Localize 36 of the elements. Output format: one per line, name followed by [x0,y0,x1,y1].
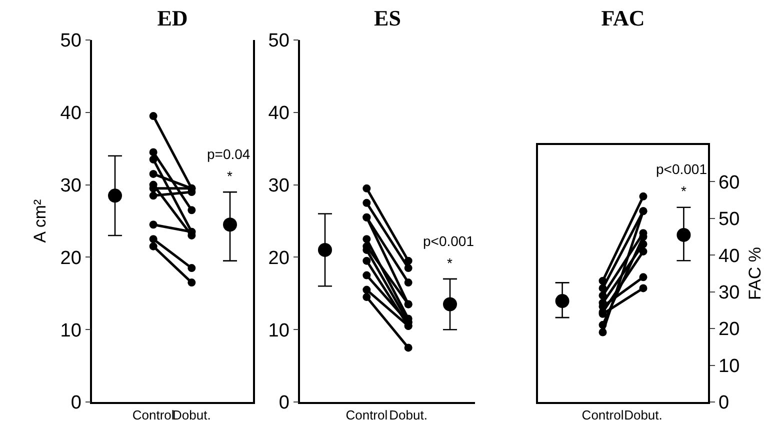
x-tick-label: Control [132,407,174,422]
chart-title: ED [157,6,188,31]
y2-tick-label: 60 [718,172,740,194]
y-axis-title: A cm² [30,198,50,243]
annotation: * [227,168,233,184]
chart-title: FAC [601,6,645,31]
y2-tick-label: 20 [718,319,740,340]
y-tick-label: 10 [60,320,82,342]
y-tick-label: 0 [70,392,82,414]
annotation: p<0.001 [656,161,708,177]
annotation: * [447,255,453,271]
y-tick-label: 50 [268,30,290,52]
annotation: * [681,183,687,199]
x-tick-label: Dobut. [624,407,662,422]
x-tick-label: Control [582,407,624,422]
y2-axis-title: FAC % [746,247,765,300]
y-tick-label: 20 [268,248,290,269]
y-tick-label: 30 [268,175,290,196]
y2-tick-label: 50 [718,209,740,230]
y-tick-label: 50 [60,30,82,52]
y-tick-label: 10 [268,320,290,342]
annotation: p=0.04 [207,146,250,162]
y-tick-label: 0 [278,392,290,414]
y-tick-label: 20 [60,248,82,269]
y2-tick-label: 40 [718,246,740,267]
x-tick-label: Control [346,407,388,422]
y-tick-label: 40 [60,103,82,124]
annotation: p<0.001 [423,233,474,249]
y-tick-label: 40 [268,103,290,124]
y-tick-label: 30 [60,175,82,196]
chart-title: ES [374,6,401,31]
x-tick-label: Dobut. [172,407,211,422]
y2-tick-label: 0 [718,392,730,414]
y2-tick-label: 30 [718,282,740,304]
y2-tick-label: 10 [718,356,740,377]
x-tick-label: Dobut. [389,407,428,422]
